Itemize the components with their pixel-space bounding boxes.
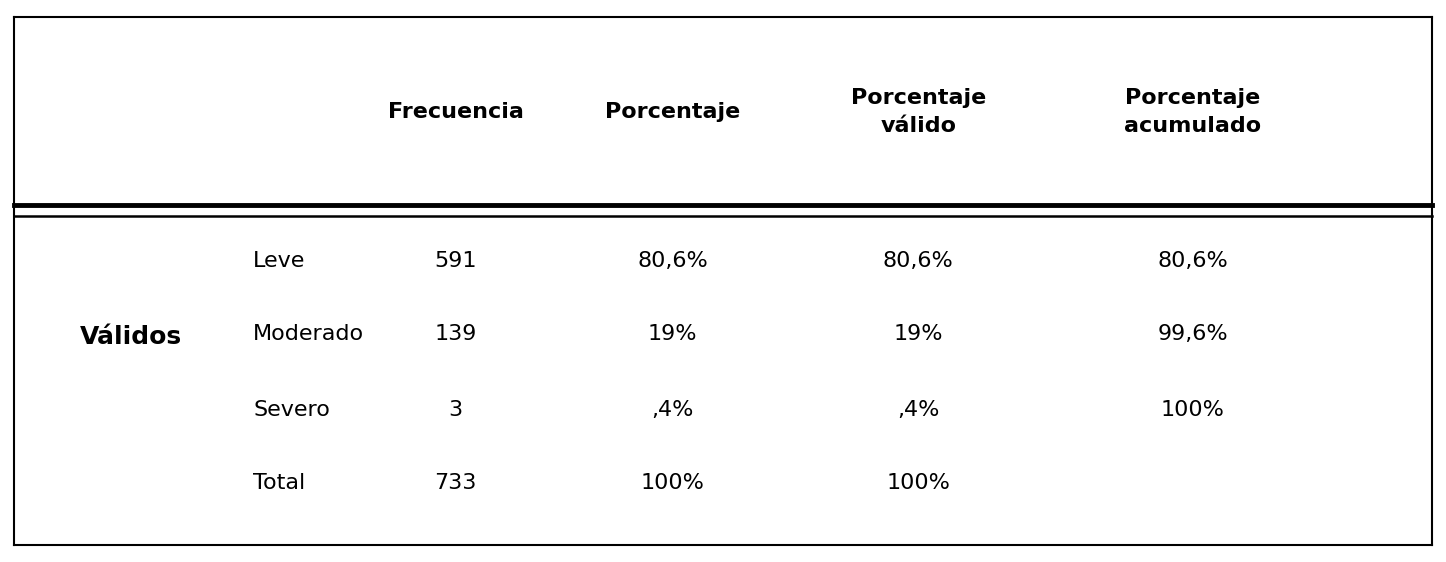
Text: Porcentaje
acumulado: Porcentaje acumulado xyxy=(1125,88,1261,137)
Text: Moderado: Moderado xyxy=(253,324,364,345)
Text: Porcentaje: Porcentaje xyxy=(604,102,740,123)
Text: 19%: 19% xyxy=(648,324,697,345)
Text: Frecuencia: Frecuencia xyxy=(388,102,523,123)
Text: 80,6%: 80,6% xyxy=(1158,251,1228,271)
Text: ,4%: ,4% xyxy=(651,400,694,420)
Text: 100%: 100% xyxy=(886,473,950,493)
Text: 19%: 19% xyxy=(894,324,943,345)
Text: 100%: 100% xyxy=(1161,400,1225,420)
Text: 139: 139 xyxy=(434,324,477,345)
Text: ,4%: ,4% xyxy=(897,400,940,420)
Text: 591: 591 xyxy=(434,251,477,271)
Text: Porcentaje
válido: Porcentaje válido xyxy=(850,88,986,137)
Text: Severo: Severo xyxy=(253,400,330,420)
Text: 100%: 100% xyxy=(641,473,704,493)
Text: 80,6%: 80,6% xyxy=(638,251,707,271)
Text: 80,6%: 80,6% xyxy=(884,251,953,271)
Text: 733: 733 xyxy=(434,473,477,493)
Text: Leve: Leve xyxy=(253,251,305,271)
Text: 3: 3 xyxy=(448,400,463,420)
Text: 99,6%: 99,6% xyxy=(1158,324,1228,345)
Text: Total: Total xyxy=(253,473,305,493)
Text: Válidos: Válidos xyxy=(80,325,182,349)
